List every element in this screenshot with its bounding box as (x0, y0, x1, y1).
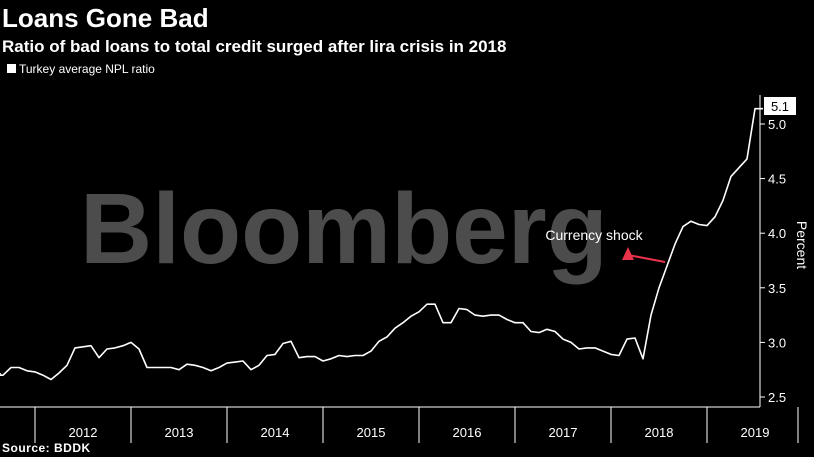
y-tick-label: 4.0 (768, 226, 786, 241)
y-axis: 2.5 3.0 3.5 4.0 4.5 5.0 (759, 95, 786, 407)
x-tick-label: 2013 (165, 425, 194, 440)
y-tick-label: 3.0 (768, 335, 786, 350)
annotation-layer: Currency shock (545, 227, 666, 263)
y-tick-label: 4.5 (768, 172, 786, 187)
x-tick-label: 2014 (261, 425, 290, 440)
x-tick-label: 2015 (357, 425, 386, 440)
annotation-arrowhead (622, 247, 634, 260)
x-tick-label: 2012 (69, 425, 98, 440)
source-note: Source: BDDK (2, 441, 91, 455)
y-tick-label: 5.0 (768, 117, 786, 132)
y-tick-label: 3.5 (768, 281, 786, 296)
x-tick-label: 2018 (645, 425, 674, 440)
annotation-arrow (627, 254, 666, 263)
chart-subtitle: Ratio of bad loans to total credit surge… (2, 37, 506, 56)
legend-swatch (7, 64, 16, 73)
legend-label: Turkey average NPL ratio (19, 62, 155, 76)
annotation-label: Currency shock (545, 227, 643, 243)
x-tick-label: 2017 (549, 425, 578, 440)
x-tick-label: 2019 (741, 425, 770, 440)
last-value-label: 5.1 (771, 99, 789, 114)
last-value-box (764, 97, 796, 115)
x-tick-label: 2016 (453, 425, 482, 440)
bloomberg-watermark: Bloomberg (80, 173, 608, 285)
x-axis: 2012 2013 2014 2015 2016 2017 2018 2019 (0, 406, 799, 443)
series-line-turkey-npl (0, 107, 763, 381)
y-axis-label: Percent (794, 221, 810, 269)
series-layer: 5.1 (0, 97, 796, 381)
y-tick-label: 2.5 (768, 390, 786, 405)
chart-title: Loans Gone Bad (2, 3, 209, 33)
